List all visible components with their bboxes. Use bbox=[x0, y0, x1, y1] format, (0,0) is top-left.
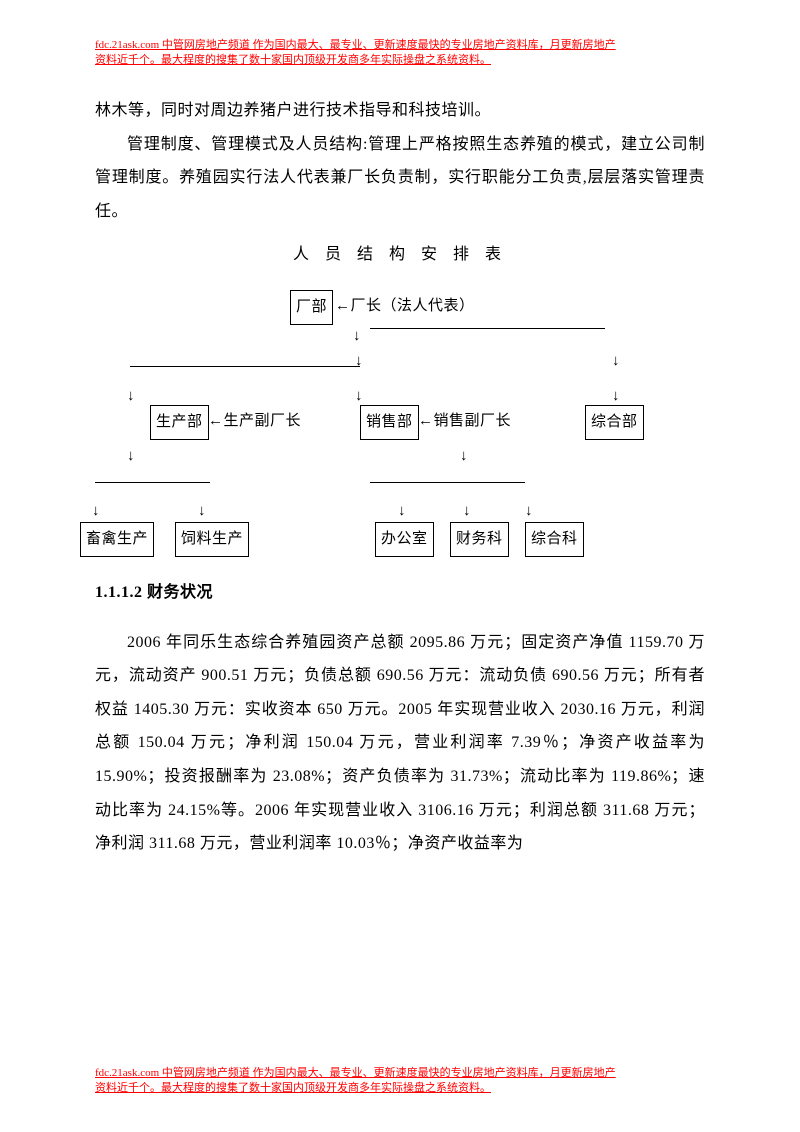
arrow-down-icon: ↓ bbox=[612, 345, 620, 377]
arrow-down-icon: ↓ bbox=[355, 345, 363, 377]
paragraph-2: 管理制度、管理模式及人员结构:管理上严格按照生态养殖的模式，建立公司制管理制度。… bbox=[95, 128, 705, 229]
section-heading: 1.1.1.2 财务状况 bbox=[95, 576, 705, 610]
paragraph-3: 2006 年同乐生态综合养殖园资产总额 2095.86 万元；固定资产净值 11… bbox=[95, 626, 705, 861]
org-chart: 厂部 ←厂长（法人代表） ↓ ↓ ↓ ↓ ↓ ↓ 生产部 ←生产副厂长 销售部 … bbox=[95, 290, 705, 570]
hline bbox=[95, 482, 210, 483]
prod-label: ←生产副厂长 bbox=[208, 406, 301, 438]
hline bbox=[130, 366, 360, 367]
leaf-box-5: 综合科 bbox=[525, 522, 584, 558]
top-box: 厂部 bbox=[290, 290, 333, 326]
arrow-down-icon: ↓ bbox=[127, 440, 135, 472]
hline bbox=[370, 328, 605, 329]
comp-box: 综合部 bbox=[585, 405, 644, 441]
leaf-box-3: 办公室 bbox=[375, 522, 434, 558]
top-label: ←厂长（法人代表） bbox=[335, 291, 475, 323]
page-footer: fdc.21ask.com 中管网房地产频道 作为国内最大、最专业、更新速度最快… bbox=[95, 1066, 705, 1096]
leaf-box-4: 财务科 bbox=[450, 522, 509, 558]
footer-line-1: fdc.21ask.com 中管网房地产频道 作为国内最大、最专业、更新速度最快… bbox=[95, 1067, 616, 1079]
org-chart-title: 人 员 结 构 安 排 表 bbox=[95, 238, 705, 272]
sales-box: 销售部 bbox=[360, 405, 419, 441]
prod-box: 生产部 bbox=[150, 405, 209, 441]
header-line-1: fdc.21ask.com 中管网房地产频道 作为国内最大、最专业、更新速度最快… bbox=[95, 39, 616, 51]
header-line-2: 资料近千个。最大程度的搜集了数十家国内顶级开发商多年实际操盘之系统资料。 bbox=[95, 54, 491, 66]
leaf-box-1: 畜禽生产 bbox=[80, 522, 154, 558]
arrow-down-icon: ↓ bbox=[460, 440, 468, 472]
page-content: 林木等，同时对周边养猪户进行技术指导和科技培训。 管理制度、管理模式及人员结构:… bbox=[95, 94, 705, 861]
arrow-down-icon: ↓ bbox=[127, 380, 135, 412]
footer-line-2: 资料近千个。最大程度的搜集了数十家国内顶级开发商多年实际操盘之系统资料。 bbox=[95, 1082, 491, 1094]
sales-label: ←销售副厂长 bbox=[418, 406, 511, 438]
hline bbox=[370, 482, 525, 483]
leaf-box-2: 饲料生产 bbox=[175, 522, 249, 558]
page-header: fdc.21ask.com 中管网房地产频道 作为国内最大、最专业、更新速度最快… bbox=[95, 38, 800, 68]
paragraph-1: 林木等，同时对周边养猪户进行技术指导和科技培训。 bbox=[95, 94, 705, 128]
